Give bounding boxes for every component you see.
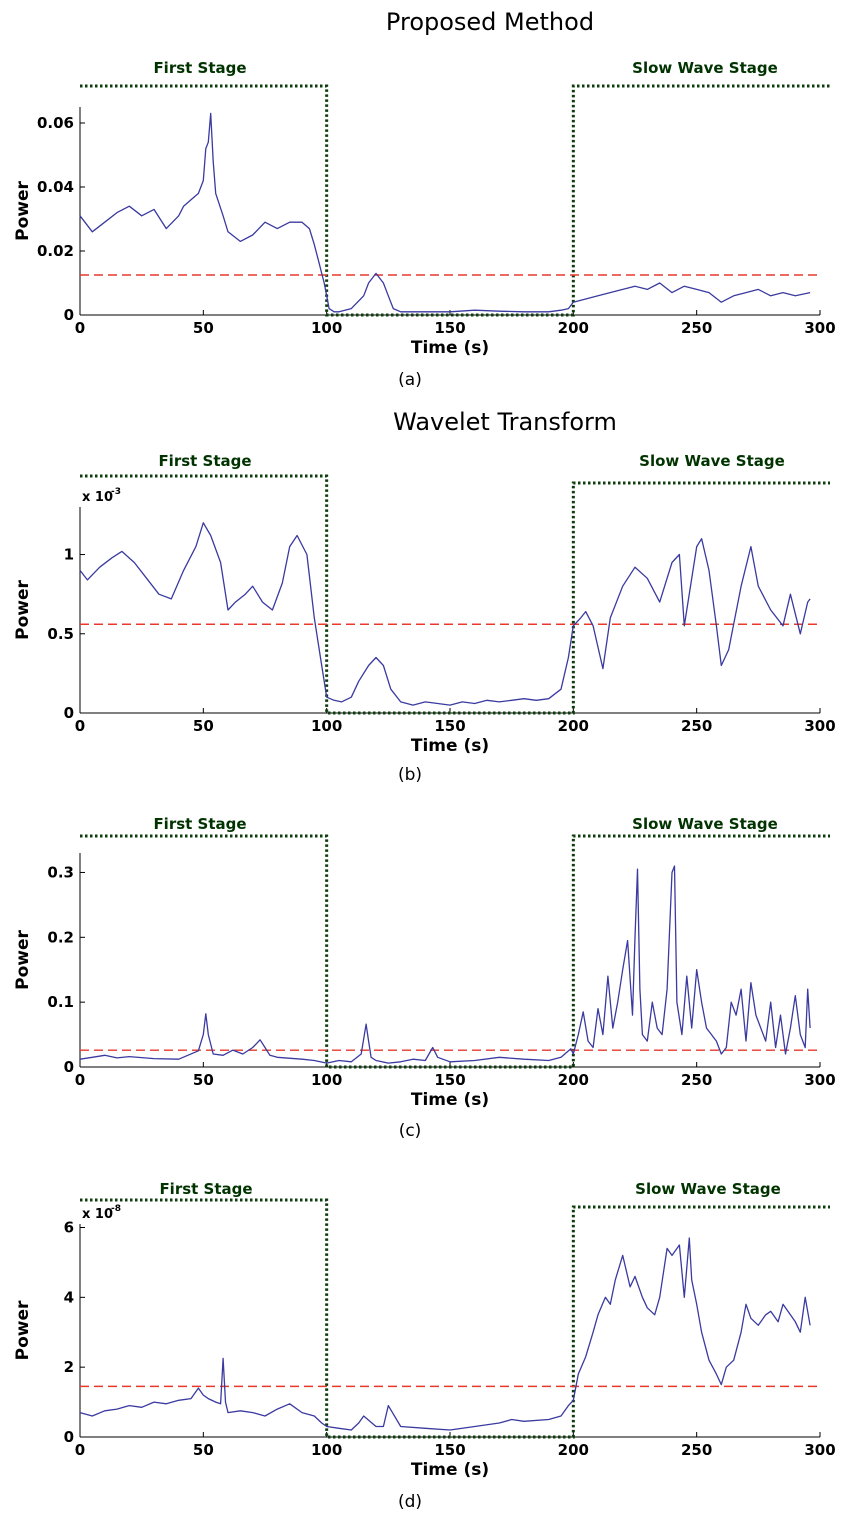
y-tick-label: 2 [64, 1358, 74, 1376]
x-axis-label: Time (s) [411, 1460, 489, 1480]
stage-label-slow-wave: Slow Wave Stage [632, 815, 778, 833]
x-axis-label: Time (s) [411, 338, 489, 358]
stage-label-first: First Stage [153, 815, 246, 833]
x-tick-label: 50 [193, 1071, 214, 1089]
x-axis-label: Time (s) [411, 1090, 489, 1110]
power-signal-line [79, 1237, 811, 1431]
x-tick-label: 200 [558, 319, 589, 337]
x-tick-label: 250 [681, 1441, 712, 1459]
y-tick-label: 0.04 [37, 178, 74, 196]
y-exponent-power: -8 [111, 1204, 121, 1214]
x-tick-label: 150 [434, 717, 465, 735]
x-tick-label: 50 [193, 1441, 214, 1459]
panel-label: (a) [398, 370, 422, 390]
y-tick-label: 0 [64, 306, 74, 324]
x-tick-label: 250 [681, 1071, 712, 1089]
x-tick-label: 100 [311, 717, 342, 735]
chart-panel-2: 0 50 100 150 200 250 300 0 0.5 1 x 10-3 Time (s) Pow… [13, 452, 836, 785]
stage-label-slow-wave: Slow Wave Stage [639, 452, 785, 470]
y-exponent-label: x 10 [82, 1207, 113, 1222]
y-tick-label: 1 [64, 546, 74, 564]
y-axis-label: Power [13, 1300, 33, 1360]
stage-label-first: First Stage [159, 1180, 252, 1198]
chart-panel-3: 0 50 100 150 200 250 300 0 0.1 0.2 0.3 Time (s) Powe… [13, 815, 836, 1141]
panel-label: (b) [398, 765, 422, 785]
x-tick-label: 300 [804, 319, 835, 337]
x-tick-label: 300 [804, 1071, 835, 1089]
stage-label-first: First Stage [158, 452, 251, 470]
y-tick-label: 0 [64, 704, 74, 722]
x-tick-label: 0 [75, 717, 85, 735]
x-tick-label: 150 [434, 1441, 465, 1459]
x-axis-label: Time (s) [411, 736, 489, 756]
power-signal-line [79, 865, 811, 1064]
x-tick-label: 100 [311, 1441, 342, 1459]
y-tick-label: 6 [64, 1218, 74, 1236]
stage-label-slow-wave: Slow Wave Stage [635, 1180, 781, 1198]
x-tick-label: 250 [681, 319, 712, 337]
title-proposed-method: Proposed Method [386, 8, 594, 36]
y-tick-label: 0.02 [37, 242, 74, 260]
stage-indicator-line [80, 1198, 830, 1439]
stage-label-slow-wave: Slow Wave Stage [632, 59, 778, 77]
panel-label: (d) [398, 1492, 422, 1512]
x-tick-label: 200 [558, 717, 589, 735]
stage-indicator-line [80, 834, 830, 1069]
y-tick-label: 0.3 [47, 863, 74, 881]
stage-label-first: First Stage [153, 59, 246, 77]
y-tick-label: 0 [64, 1428, 74, 1446]
chart-panel-1: 0 50 100 150 200 250 300 0 0.02 0.04 0.06 Time (s) P… [13, 59, 836, 390]
x-tick-label: 0 [75, 1441, 85, 1459]
x-tick-label: 50 [193, 319, 214, 337]
x-tick-label: 150 [434, 1071, 465, 1089]
y-tick-label: 0.2 [47, 928, 74, 946]
y-tick-label: 0.06 [37, 114, 74, 132]
x-tick-label: 300 [804, 717, 835, 735]
y-tick-label: 0 [64, 1058, 74, 1076]
y-tick-label: 4 [64, 1288, 74, 1306]
chart-panel-4: 0 50 100 150 200 250 300 0 2 4 6 x 10-8 Time (s) Powe… [13, 1180, 836, 1512]
y-tick-label: 0.1 [47, 993, 74, 1011]
y-exponent-label: x 10 [82, 490, 113, 505]
x-tick-label: 100 [311, 319, 342, 337]
title-wavelet-transform: Wavelet Transform [393, 408, 617, 436]
y-axis-label: Power [13, 580, 33, 640]
x-tick-label: 200 [558, 1071, 589, 1089]
y-axis-label: Power [13, 181, 33, 241]
x-tick-label: 250 [681, 717, 712, 735]
y-tick-label: 0.5 [47, 625, 74, 643]
power-signal-line [79, 522, 811, 706]
x-tick-label: 100 [311, 1071, 342, 1089]
stage-indicator-line [80, 474, 830, 715]
x-tick-label: 0 [75, 319, 85, 337]
x-tick-label: 300 [804, 1441, 835, 1459]
panel-label: (c) [399, 1121, 422, 1141]
y-exponent-power: -3 [111, 487, 121, 497]
stage-indicator-line [80, 84, 830, 317]
x-tick-label: 0 [75, 1071, 85, 1089]
x-tick-label: 150 [434, 319, 465, 337]
power-signal-line [79, 112, 811, 313]
y-axis-label: Power [13, 930, 33, 990]
x-tick-label: 200 [558, 1441, 589, 1459]
x-tick-label: 50 [193, 717, 214, 735]
